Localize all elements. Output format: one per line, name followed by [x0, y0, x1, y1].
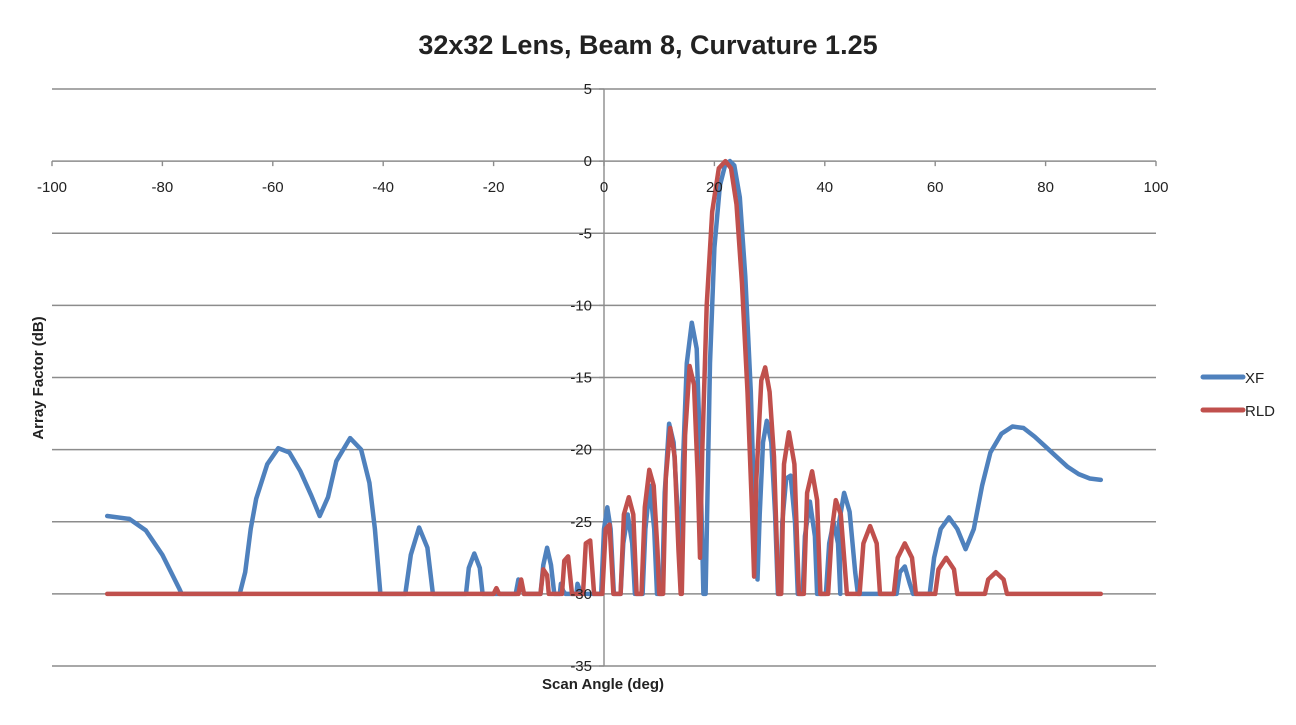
y-tick-label: 5 — [584, 81, 592, 98]
x-tick-label: -40 — [372, 179, 394, 196]
legend: XF RLD — [1200, 370, 1275, 420]
chart-title: 32x32 Lens, Beam 8, Curvature 1.25 — [418, 30, 877, 60]
x-axis-title: Scan Angle (deg) — [542, 676, 664, 693]
x-tick-label: -80 — [152, 179, 174, 196]
series-lines — [104, 158, 1104, 597]
x-tick-label: -60 — [262, 179, 284, 196]
legend-label-xf: XF — [1245, 370, 1264, 387]
x-tick-label: 60 — [927, 179, 944, 196]
y-tick-label: 0 — [584, 153, 592, 170]
x-tick-label: -100 — [37, 179, 67, 196]
x-tick-label: -20 — [483, 179, 505, 196]
y-tick-label: -10 — [570, 297, 592, 314]
x-tick-label: 100 — [1143, 179, 1168, 196]
y-tick-label: -30 — [570, 586, 592, 603]
x-tick-label: 40 — [816, 179, 833, 196]
x-tick-label: 20 — [706, 179, 723, 196]
legend-label-rld: RLD — [1245, 403, 1275, 420]
x-tick-label: 80 — [1037, 179, 1054, 196]
y-tick-label: -25 — [570, 514, 592, 531]
tick-labels: 5 0 -5 -10 -15 -20 -25 -30 -35 -100 -80 -60 -40 -20 0 2… — [37, 81, 1169, 675]
y-tick-label: -20 — [570, 442, 592, 459]
series-line-rld — [104, 158, 1104, 597]
y-axis-title: Array Factor (dB) — [30, 316, 47, 439]
x-tick-label: 0 — [600, 179, 608, 196]
y-tick-label: -35 — [570, 658, 592, 675]
y-tick-label: -15 — [570, 370, 592, 387]
y-tick-label: -5 — [579, 225, 592, 242]
